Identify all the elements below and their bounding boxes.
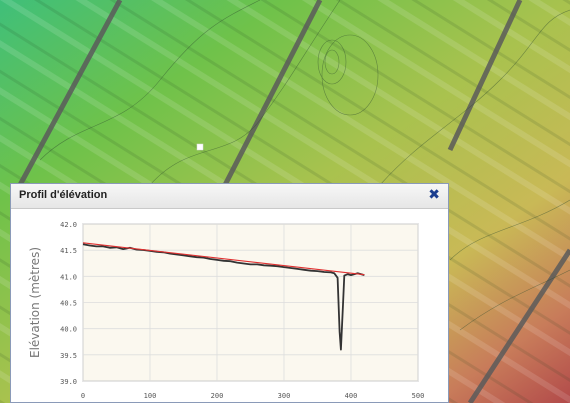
y-tick-label: 40.5 <box>60 300 77 308</box>
elevation-profile-panel: Profil d'élévation ✖ 42.0 41.5 41.0 40.5 40.… <box>10 183 449 403</box>
y-tick-label: 42.0 <box>60 221 77 229</box>
y-tick-label: 40.0 <box>60 326 77 334</box>
y-tick-label: 39.0 <box>60 378 77 386</box>
x-tick-label: 200 <box>211 392 224 400</box>
x-tick-label: 300 <box>278 392 291 400</box>
elevation-chart: 42.0 41.5 41.0 40.5 40.0 39.5 39.0 0 100 200 300 40… <box>11 209 448 404</box>
x-tick-label: 400 <box>345 392 358 400</box>
x-tick-label: 500 <box>412 392 425 400</box>
panel-titlebar[interactable]: Profil d'élévation ✖ <box>11 184 448 209</box>
y-tick-label: 39.5 <box>60 352 77 360</box>
close-icon[interactable]: ✖ <box>428 187 440 203</box>
x-tick-label: 0 <box>81 392 85 400</box>
x-tick-label: 100 <box>144 392 157 400</box>
y-tick-label: 41.5 <box>60 247 77 255</box>
y-axis-label: Elévation (mètres) <box>28 247 42 358</box>
map-marker <box>197 144 203 150</box>
panel-title: Profil d'élévation <box>19 189 107 201</box>
y-tick-label: 41.0 <box>60 273 77 281</box>
